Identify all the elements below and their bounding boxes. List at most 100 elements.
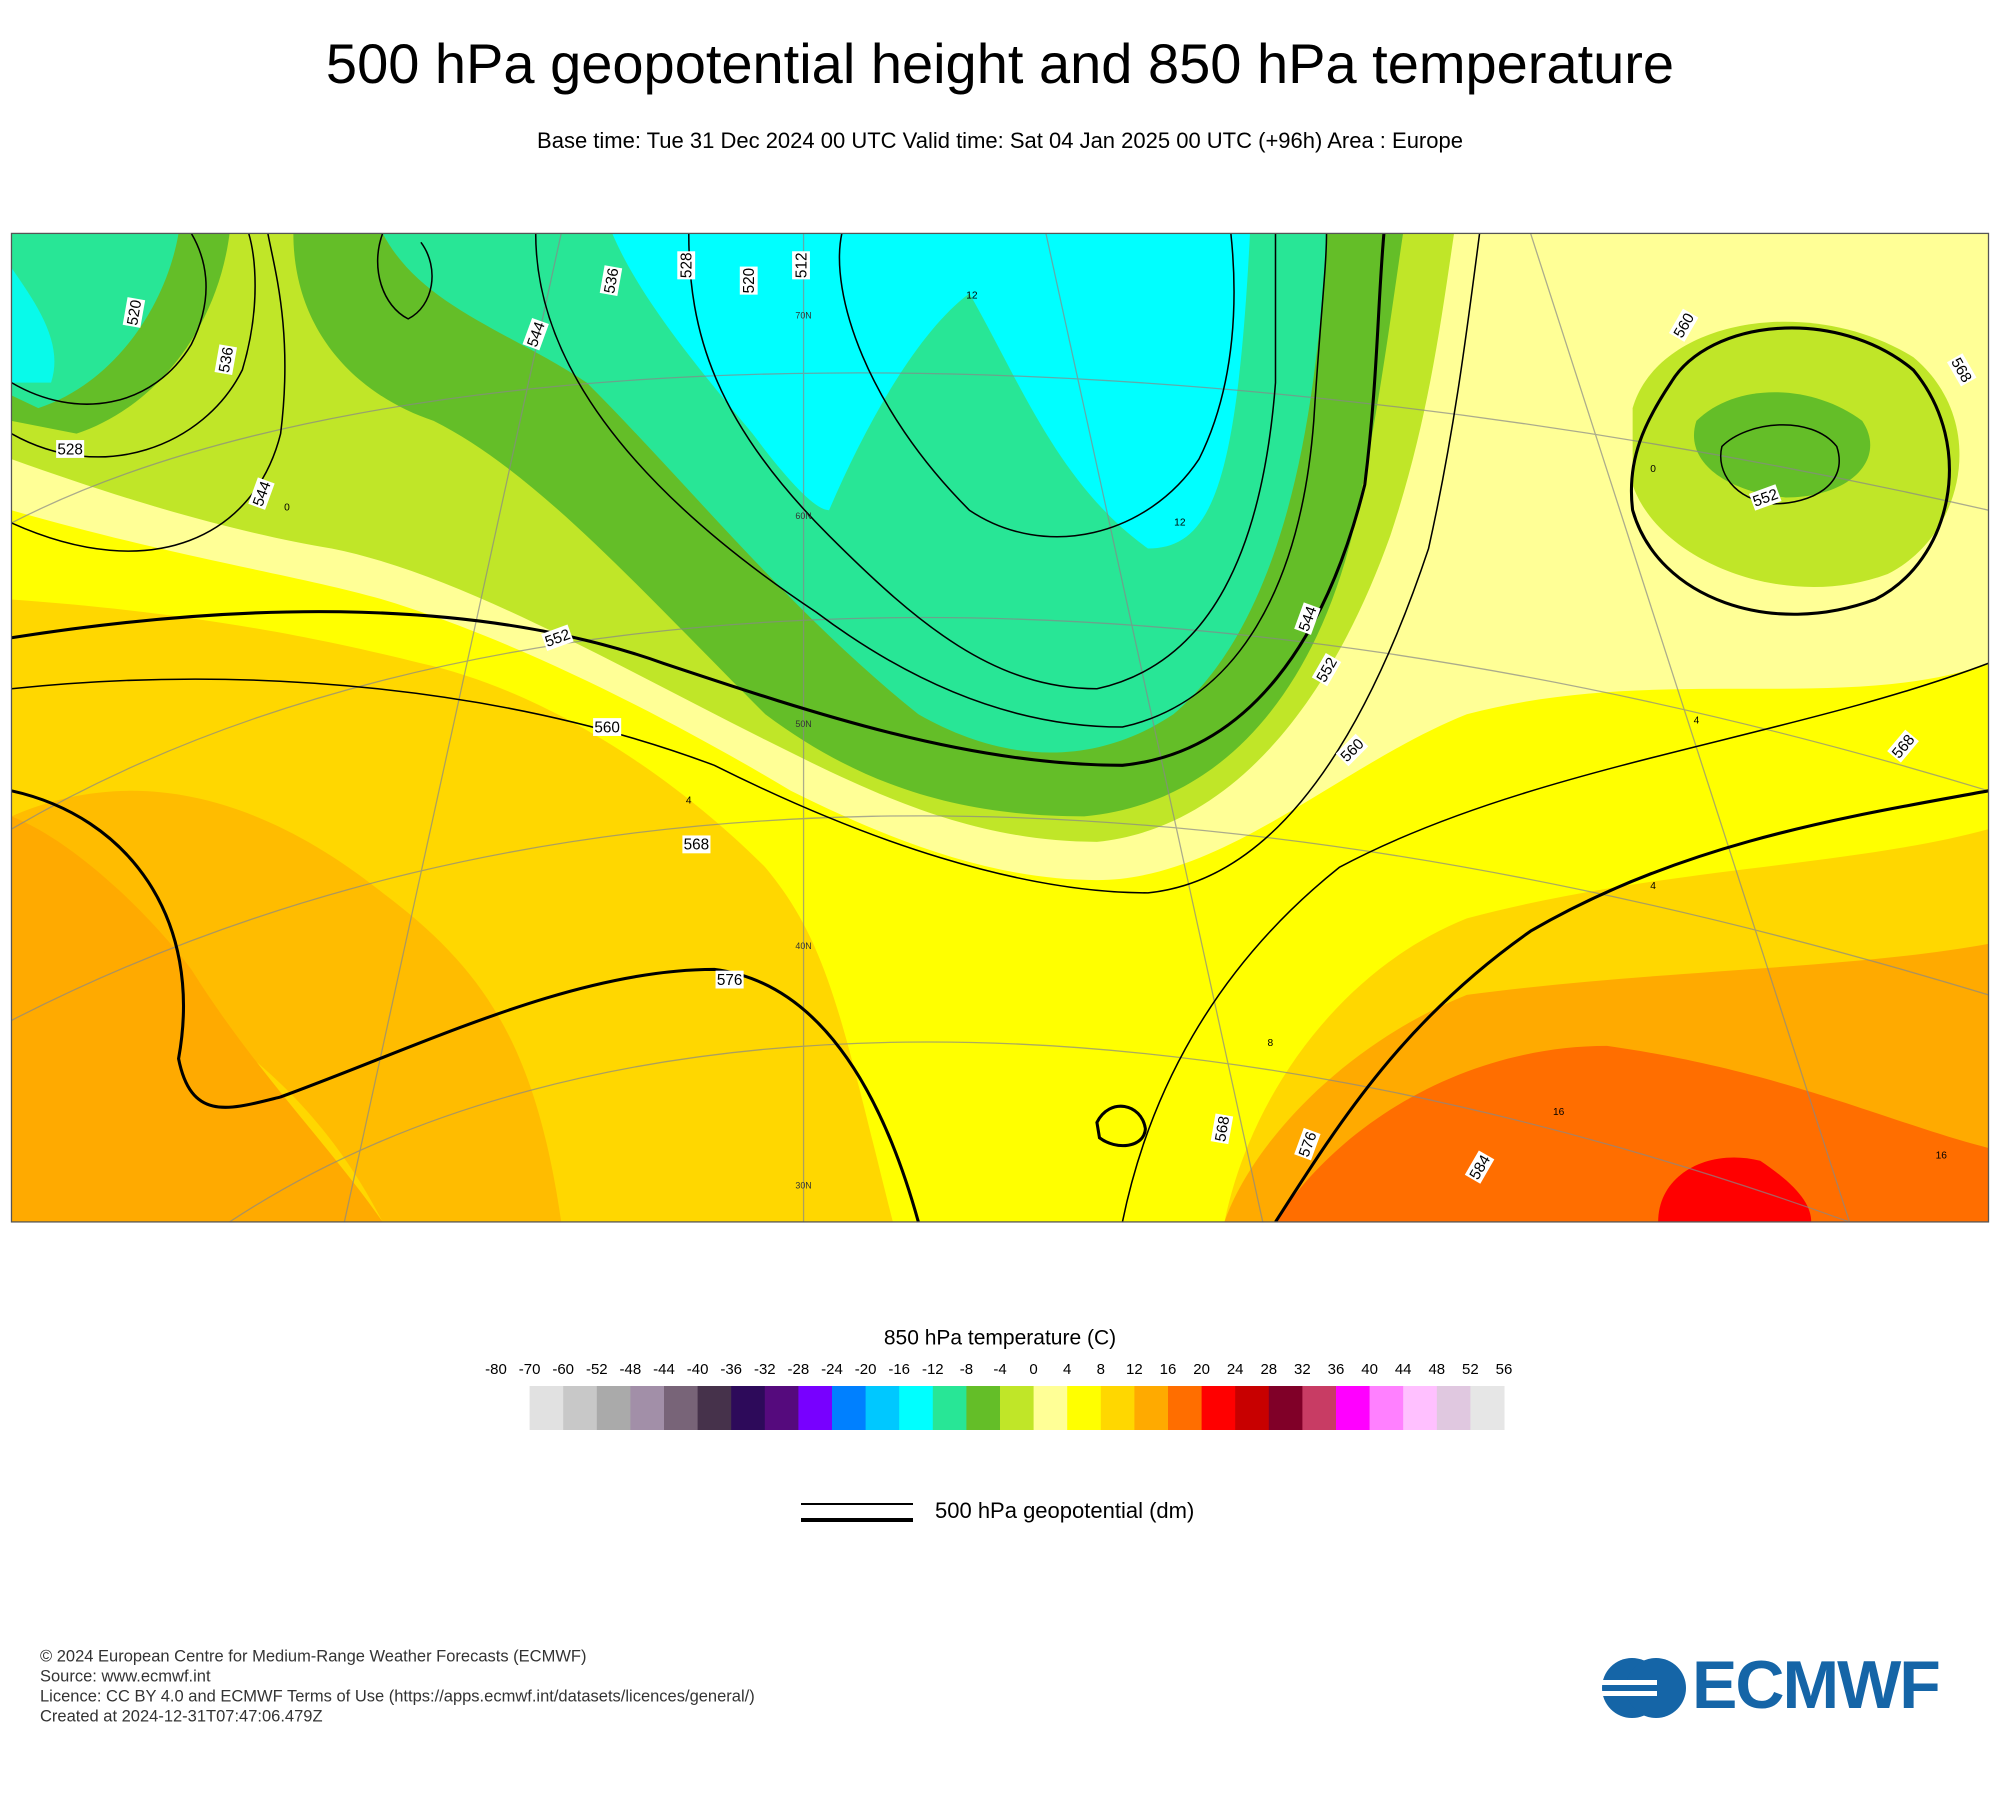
temperature-label: 12 bbox=[1174, 518, 1186, 529]
colorbar-bin bbox=[932, 1386, 967, 1430]
colorbar-tick-label: -36 bbox=[720, 1361, 742, 1378]
map-frame bbox=[10, 232, 1990, 1223]
contour-label: 560 bbox=[593, 718, 622, 736]
colorbar-tick-label: -40 bbox=[687, 1361, 709, 1378]
temperature-field bbox=[11, 233, 1989, 1222]
colorbar-tick-label: -60 bbox=[552, 1361, 574, 1378]
logo-text: ECMWF bbox=[1692, 1647, 1939, 1723]
colorbar-bin bbox=[1436, 1386, 1471, 1430]
colorbar-bin bbox=[1000, 1386, 1035, 1430]
colorbar-tick-label: -32 bbox=[754, 1361, 776, 1378]
colorbar-bin bbox=[865, 1386, 900, 1430]
graticule-label: 60N bbox=[795, 511, 811, 521]
contour-label-bg bbox=[1210, 1113, 1234, 1145]
contour-label-text: 528 bbox=[57, 441, 83, 458]
graticule-label: 50N bbox=[795, 719, 811, 729]
colorbar-bin bbox=[596, 1386, 631, 1430]
contour-label-bg bbox=[248, 477, 275, 510]
colorbar-bin bbox=[1369, 1386, 1404, 1430]
colorbar-bin bbox=[1134, 1386, 1169, 1430]
footer-line: Licence: CC BY 4.0 and ECMWF Terms of Us… bbox=[40, 1687, 755, 1705]
contour-label-bg bbox=[522, 317, 549, 351]
footer-line: © 2024 European Centre for Medium-Range … bbox=[40, 1647, 586, 1665]
contour-label-bg bbox=[739, 266, 758, 295]
legend-label: 500 hPa geopotential (dm) bbox=[935, 1498, 1194, 1523]
colorbar-tick-label: 8 bbox=[1097, 1361, 1105, 1378]
contour-label-text: 520 bbox=[741, 268, 758, 294]
colorbar-bin bbox=[1302, 1386, 1337, 1430]
contour-label-text: 512 bbox=[793, 253, 810, 279]
colorbar-bin bbox=[1168, 1386, 1203, 1430]
colorbar-tick-label: -12 bbox=[922, 1361, 944, 1378]
footer-line: Created at 2024-12-31T07:47:06.479Z bbox=[40, 1707, 323, 1725]
colorbar-tick-label: -20 bbox=[855, 1361, 877, 1378]
contour-label: 576 bbox=[715, 970, 744, 989]
subtitle: Base time: Tue 31 Dec 2024 00 UTC Valid … bbox=[537, 128, 1463, 153]
contour-label-bg bbox=[1668, 308, 1699, 342]
contour-label-text: 520 bbox=[124, 299, 145, 327]
contour-label-bg bbox=[1946, 353, 1977, 387]
graticule-label: 40N bbox=[795, 941, 811, 951]
contour-label: 520 bbox=[122, 297, 145, 328]
colorbar-bin bbox=[1268, 1386, 1303, 1430]
contour-label-bg bbox=[1749, 484, 1782, 511]
contour-label-bg bbox=[1294, 602, 1321, 635]
contour-label: 568 bbox=[1210, 1113, 1234, 1145]
colorbar-tick-label: 4 bbox=[1063, 1361, 1071, 1378]
colorbar-tick-label: -80 bbox=[485, 1361, 507, 1378]
colorbar-bin bbox=[1033, 1386, 1068, 1430]
contour-label-bg bbox=[715, 970, 744, 989]
colorbar-bin bbox=[563, 1386, 598, 1430]
colorbar-bin bbox=[697, 1386, 732, 1430]
colorbar-bin bbox=[1235, 1386, 1270, 1430]
colorbar-tick-label: 52 bbox=[1462, 1361, 1479, 1378]
colorbar-tick-label: -70 bbox=[519, 1361, 541, 1378]
temperature-label: 4 bbox=[1694, 715, 1700, 726]
colorbar-tick-label: 48 bbox=[1428, 1361, 1445, 1378]
footer: © 2024 European Centre for Medium-Range … bbox=[40, 1647, 755, 1725]
colorbar-tick-label: -8 bbox=[960, 1361, 973, 1378]
contour-label-bg bbox=[541, 624, 574, 651]
colorbar-bin bbox=[798, 1386, 833, 1430]
colorbar-tick-label: 40 bbox=[1361, 1361, 1378, 1378]
contour-label-bg bbox=[56, 440, 85, 458]
colorbar-title: 850 hPa temperature (C) bbox=[884, 1327, 1116, 1350]
contour-label-bg bbox=[593, 718, 622, 736]
contour-label: 528 bbox=[56, 440, 85, 458]
colorbar-bin bbox=[664, 1386, 699, 1430]
colorbar-tick-label: 28 bbox=[1260, 1361, 1277, 1378]
colorbar-bin bbox=[1067, 1386, 1102, 1430]
contour-label-text: 568 bbox=[1212, 1115, 1233, 1143]
colorbar-bin bbox=[496, 1386, 531, 1430]
colorbar-bin bbox=[764, 1386, 799, 1430]
colorbar-bin bbox=[1336, 1386, 1371, 1430]
contour-label-text: 536 bbox=[601, 267, 622, 295]
colorbar-bin bbox=[966, 1386, 1001, 1430]
temperature-label: 4 bbox=[1650, 881, 1656, 892]
colorbar-tick-label: -28 bbox=[788, 1361, 810, 1378]
contour-label-text: 528 bbox=[679, 253, 696, 279]
colorbar-tick-label: 24 bbox=[1227, 1361, 1244, 1378]
colorbar-tick-label: -24 bbox=[821, 1361, 843, 1378]
colorbar-bin bbox=[1201, 1386, 1236, 1430]
contour-label: 528 bbox=[677, 251, 696, 280]
contour-label-text: 560 bbox=[594, 719, 620, 736]
contour-label-bg bbox=[1294, 1127, 1321, 1161]
colorbar-tick-label: 56 bbox=[1496, 1361, 1513, 1378]
contour-label-bg bbox=[677, 251, 696, 280]
contour-label-bg bbox=[1464, 1150, 1495, 1184]
temperature-label: 16 bbox=[1936, 1150, 1948, 1161]
contour-label-bg bbox=[792, 251, 810, 280]
map: 5205285365445525605685765845125205285365… bbox=[10, 232, 1990, 1223]
temperature-label: 8 bbox=[1268, 1038, 1274, 1049]
contour-label-bg bbox=[1311, 653, 1342, 687]
contour-label-text: 568 bbox=[684, 837, 710, 854]
colorbar-bin bbox=[529, 1386, 564, 1430]
colorbar-bin bbox=[630, 1386, 665, 1430]
colorbar-bin bbox=[832, 1386, 867, 1430]
colorbar-tick-label: 12 bbox=[1126, 1361, 1143, 1378]
contour-label-bg bbox=[599, 265, 623, 296]
temperature-label: 0 bbox=[284, 502, 290, 513]
